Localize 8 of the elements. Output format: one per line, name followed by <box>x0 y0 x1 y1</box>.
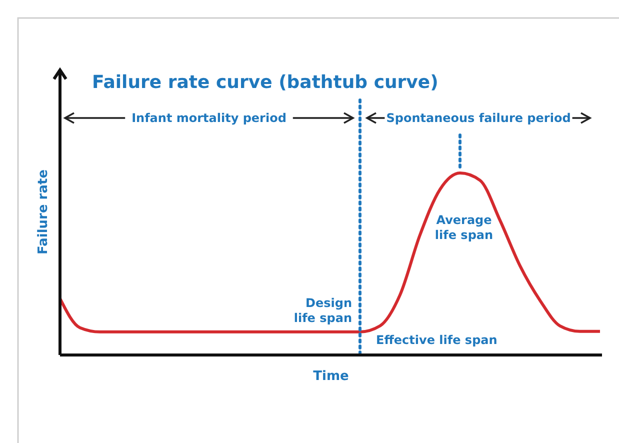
text: Spontaneous failure period <box>386 111 571 125</box>
x-axis-title: Time <box>313 369 350 384</box>
text: Infant mortality period <box>132 111 286 125</box>
chart-title: Failure rate curve (bathtub curve) <box>92 72 438 93</box>
annotation: Average life span <box>434 213 494 242</box>
annotation: Effective life span <box>376 333 498 347</box>
y-axis-title: Failure rate <box>36 169 51 255</box>
annotation: Design life span <box>294 296 352 325</box>
